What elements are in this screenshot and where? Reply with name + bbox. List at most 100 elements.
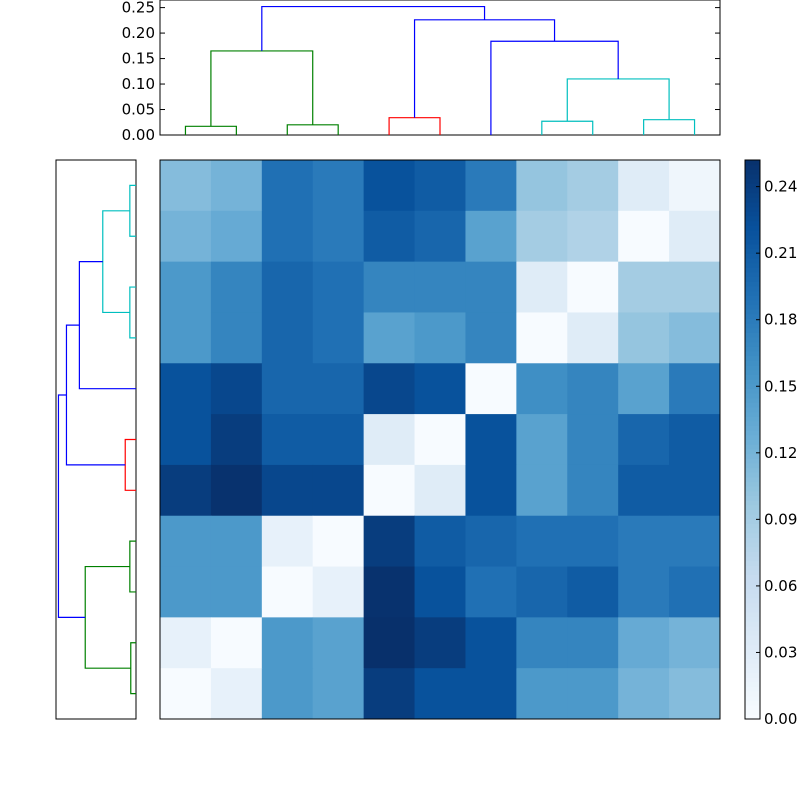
colorbar-tick-label: 0.24 — [764, 178, 797, 196]
heatmap-cell — [261, 464, 314, 517]
heatmap-cell — [414, 464, 466, 517]
heatmap-cell — [261, 566, 314, 618]
heatmap-cell — [516, 566, 568, 618]
colorbar-gradient-step — [745, 551, 760, 557]
colorbar-gradient-step — [745, 337, 760, 343]
colorbar-gradient-step — [745, 192, 760, 198]
heatmap-cell — [160, 312, 212, 364]
colorbar-gradient-step — [745, 649, 760, 655]
colorbar-gradient-step — [745, 187, 760, 194]
heatmap-cell — [312, 515, 365, 568]
colorbar-gradient-step — [745, 504, 760, 510]
colorbar-gradient-step — [745, 681, 760, 687]
top-dendrogram-link — [286, 124, 339, 135]
colorbar-gradient-step — [745, 537, 760, 543]
heatmap-cell — [363, 668, 416, 720]
colorbar-gradient-step — [745, 653, 760, 660]
colorbar-gradient-step — [745, 309, 760, 315]
left-dendrogram-link — [78, 261, 136, 390]
heatmap-cell — [618, 160, 670, 212]
heatmap-cell — [312, 312, 365, 364]
top-dendrogram-link — [566, 78, 670, 122]
heatmap-cell — [516, 160, 568, 212]
colorbar-gradient-step — [745, 383, 760, 389]
top-dendrogram-ytick-label: 0.05 — [122, 101, 155, 119]
colorbar-gradient-step — [745, 462, 760, 469]
heatmap-cell — [567, 363, 619, 415]
heatmap-cell — [414, 668, 466, 720]
heatmap-cell — [210, 414, 263, 466]
heatmap-cell — [414, 312, 466, 364]
heatmap-cell — [618, 668, 670, 720]
heatmap-cell — [210, 464, 263, 517]
colorbar-gradient-step — [745, 374, 760, 380]
colorbar-gradient-step — [745, 490, 760, 496]
colorbar-gradient-step — [745, 602, 760, 608]
heatmap-cell — [516, 464, 568, 517]
left-dendrogram-link — [102, 210, 130, 314]
colorbar-gradient-step — [745, 206, 760, 212]
heatmap-cell — [210, 617, 263, 669]
heatmap-cell — [210, 210, 263, 263]
colorbar-gradient-step — [745, 444, 760, 450]
colorbar-gradient-step — [745, 225, 760, 231]
colorbar-gradient-step — [745, 420, 760, 427]
heatmap-cell — [567, 668, 619, 720]
heatmap-cell — [414, 160, 466, 212]
heatmap-cell — [414, 261, 466, 313]
colorbar-gradient-step — [745, 243, 760, 250]
colorbar-gradient-step — [745, 555, 760, 562]
colorbar-gradient-step — [745, 500, 760, 506]
heatmap-cell — [261, 261, 314, 313]
colorbar-gradient-step — [745, 178, 760, 184]
heatmap-cell — [363, 617, 416, 669]
heatmap-cell — [465, 566, 517, 618]
colorbar-gradient-step — [745, 332, 760, 338]
colorbar-gradient-step — [745, 667, 760, 674]
colorbar-gradient-step — [745, 346, 760, 352]
heatmap-cell — [312, 414, 365, 466]
heatmap-cell — [160, 566, 212, 618]
heatmap-cell — [160, 464, 212, 517]
colorbar: 0.00 0.03 0.06 0.09 0.12 0.15 0.18 0.21 0.24 — [744, 159, 797, 728]
heatmap-cell — [669, 566, 721, 618]
heatmap-cell — [160, 210, 212, 263]
heatmap-cell — [516, 312, 568, 364]
left-dendrogram-link — [129, 286, 136, 339]
heatmap-cell — [618, 566, 670, 618]
colorbar-gradient-step — [745, 523, 760, 529]
colorbar-gradient-step — [745, 486, 760, 492]
colorbar-gradient-step — [745, 262, 760, 268]
heatmap-cell — [618, 363, 670, 415]
top-dendrogram-link — [413, 19, 556, 118]
colorbar-gradient-step — [745, 607, 760, 613]
colorbar-gradient-step — [745, 541, 760, 548]
heatmap-cell — [669, 312, 721, 364]
left-dendrogram-link — [57, 394, 86, 618]
heatmap-cell — [618, 464, 670, 517]
heatmap-cell — [669, 414, 721, 466]
colorbar-gradient-step — [745, 215, 760, 222]
colorbar-gradient-step — [745, 458, 760, 464]
heatmap-cell — [465, 210, 517, 263]
colorbar-gradient-step — [745, 364, 760, 371]
heatmap-cell — [261, 210, 314, 263]
top-dendrogram-link — [643, 119, 696, 135]
colorbar-gradient-step — [745, 583, 760, 590]
heatmap-cell — [160, 261, 212, 313]
heatmap-cell — [414, 210, 466, 263]
heatmap-cell — [618, 312, 670, 364]
heatmap-cell — [312, 464, 365, 517]
colorbar-tick-label: 0.21 — [764, 244, 797, 262]
colorbar-gradient-step — [745, 495, 760, 501]
colorbar-gradient-step — [745, 439, 760, 445]
heatmap-cell — [414, 617, 466, 669]
top-dendrogram-link — [388, 117, 441, 135]
colorbar-gradient-step — [745, 705, 760, 711]
top-dendrogram-link — [261, 5, 486, 51]
colorbar-gradient-step — [745, 579, 760, 585]
heatmap-cell — [567, 160, 619, 212]
left-dendrogram-link — [130, 642, 136, 695]
heatmap-cell — [312, 160, 365, 212]
